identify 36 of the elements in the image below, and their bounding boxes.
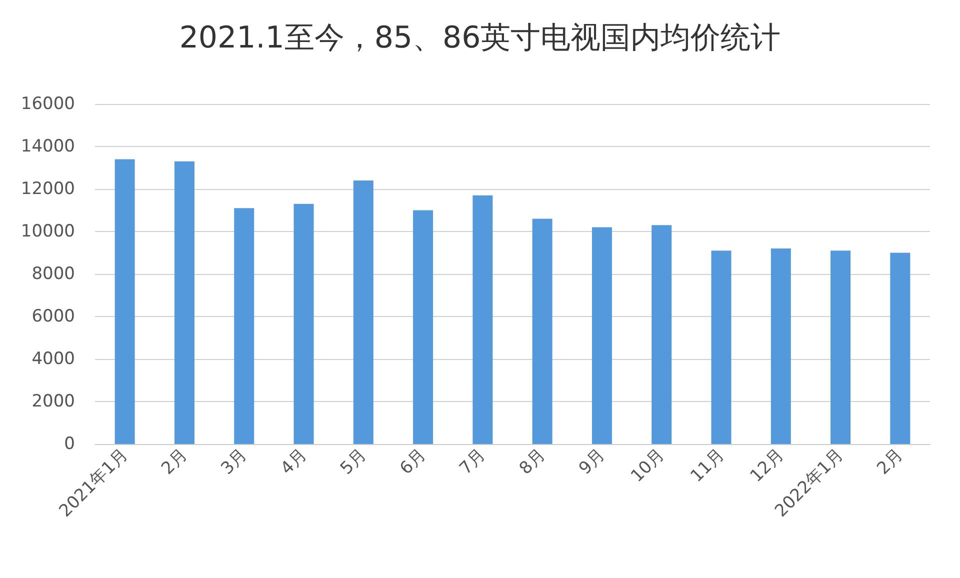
x-tick-label: 4月 — [277, 444, 311, 479]
x-tick-label: 2月 — [158, 444, 192, 479]
bar — [234, 208, 254, 444]
bar — [413, 210, 434, 444]
x-tick-label: 2月 — [873, 444, 908, 479]
y-tick-label: 4000 — [32, 349, 75, 369]
bar — [174, 161, 194, 444]
y-tick-label: 16000 — [20, 94, 75, 114]
x-tick-label: 3月 — [217, 444, 252, 479]
x-tick-label: 11月 — [686, 444, 728, 486]
bar — [890, 252, 910, 444]
y-tick-label: 6000 — [32, 306, 75, 326]
x-tick-label: 12月 — [746, 444, 788, 486]
chart-title: 2021.1至今，85、86英寸电视国内均价统计 — [179, 20, 781, 56]
bar — [652, 225, 672, 444]
x-tick-label: 8月 — [516, 444, 550, 479]
bar — [711, 250, 732, 444]
y-tick-label: 2000 — [32, 392, 75, 412]
x-tick-label: 6月 — [396, 444, 430, 479]
y-tick-label: 12000 — [20, 179, 75, 199]
y-tick-label: 10000 — [20, 222, 75, 242]
x-tick-label: 9月 — [575, 444, 610, 479]
x-tick-label: 10月 — [627, 444, 669, 486]
bar — [294, 204, 314, 444]
bar — [353, 180, 374, 444]
y-tick-label: 8000 — [32, 264, 75, 284]
y-tick-label: 0 — [64, 434, 75, 454]
bar — [830, 250, 851, 444]
y-tick-label: 14000 — [20, 136, 75, 156]
bar — [770, 248, 791, 444]
bar — [532, 218, 552, 444]
bar — [592, 227, 612, 444]
x-tick-label: 7月 — [456, 444, 490, 479]
bar — [114, 159, 135, 444]
x-tick-label: 5月 — [336, 444, 370, 479]
bar — [472, 195, 493, 444]
